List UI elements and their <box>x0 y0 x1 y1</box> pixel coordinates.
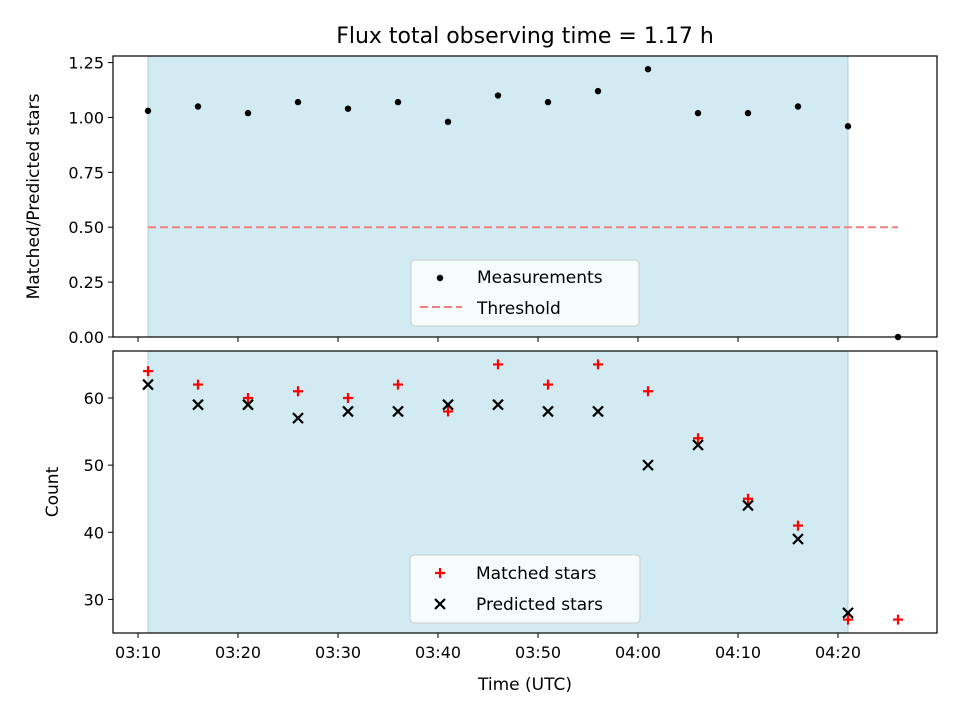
bottom-legend: Matched stars Predicted stars <box>409 554 641 624</box>
measurement-point <box>844 123 852 130</box>
measurement-point <box>394 98 402 106</box>
legend-marker-measurements <box>436 274 444 282</box>
measurement-point <box>744 109 752 117</box>
matched-star-point <box>593 359 603 370</box>
y-tick-label: 0.50 <box>68 218 104 237</box>
top-axes-frame <box>112 55 938 338</box>
y-tick-label: 40 <box>84 523 104 542</box>
legend-label-predicted: Predicted stars <box>476 595 603 615</box>
legend-marker-matched <box>435 568 445 578</box>
x-tick-label: 04:10 <box>715 643 761 662</box>
y-tick-label: 50 <box>84 456 104 475</box>
matched-star-point <box>393 379 403 390</box>
matched-star-point <box>743 493 753 504</box>
x-tick-label: 03:10 <box>115 643 161 662</box>
matched-star-point <box>443 406 453 417</box>
measurement-point <box>644 65 652 73</box>
predicted-star-point <box>392 405 404 418</box>
matched-star-point <box>343 393 353 403</box>
measurement-point <box>444 118 452 126</box>
predicted-star-point <box>242 398 254 411</box>
matched-star-point <box>643 386 653 397</box>
matched-star-point <box>493 359 503 370</box>
legend-label-measurements: Measurements <box>477 268 603 288</box>
x-tick-label: 03:50 <box>515 643 561 662</box>
matched-star-point <box>143 366 153 377</box>
legend-label-matched: Matched stars <box>476 564 596 584</box>
predicted-star-point <box>342 405 354 418</box>
predicted-star-point <box>742 499 754 512</box>
measurement-point <box>694 109 702 117</box>
x-tick-label: 03:40 <box>415 643 461 662</box>
predicted-star-point <box>542 405 554 418</box>
predicted-star-point <box>642 459 654 471</box>
matched-star-point <box>693 433 703 444</box>
measurement-point <box>344 105 352 112</box>
y-tick-label: 1.00 <box>68 108 104 127</box>
y-tick-label: 0.00 <box>68 328 104 347</box>
predicted-star-point <box>592 405 604 418</box>
measurement-point <box>194 103 202 110</box>
matched-star-point <box>193 379 203 390</box>
predicted-star-point <box>142 378 154 391</box>
y-tick-label: 60 <box>84 389 104 408</box>
y-tick-label: 1.25 <box>68 54 104 73</box>
measurement-point <box>244 109 252 117</box>
legend-box <box>410 259 640 327</box>
y-axis-label: Count <box>43 466 63 517</box>
chart-title: Flux total observing time = 1.17 h <box>336 24 714 49</box>
matched-star-point <box>293 386 303 397</box>
predicted-star-point <box>692 439 704 451</box>
matched-star-point <box>893 614 903 625</box>
measurement-point <box>494 92 502 99</box>
legend-label-threshold: Threshold <box>476 299 561 319</box>
x-tick-label: 04:20 <box>815 643 861 662</box>
y-tick-label: 30 <box>84 590 104 609</box>
predicted-star-point <box>292 412 304 424</box>
y-tick-label: 0.25 <box>68 273 104 292</box>
predicted-star-point <box>792 533 804 545</box>
measurement-point <box>594 87 602 95</box>
predicted-star-point <box>842 607 854 619</box>
predicted-star-point <box>442 398 454 411</box>
x-tick-label: 03:30 <box>315 643 361 662</box>
matched-star-point <box>793 520 803 531</box>
y-axis-label: Matched/Predicted stars <box>24 93 44 299</box>
legend-box <box>409 554 641 624</box>
x-tick-label: 03:20 <box>215 643 261 662</box>
predicted-star-point <box>192 398 204 411</box>
predicted-star-point <box>492 398 504 411</box>
top-panel: 0.00 0.25 0.50 0.75 1.00 1.25 Matched/Predicte… <box>24 54 938 347</box>
measurement-point <box>144 107 152 115</box>
x-axis-label: Time (UTC) <box>477 675 572 695</box>
matched-star-point <box>243 393 253 403</box>
matched-star-point <box>543 379 553 390</box>
bottom-panel: 30 40 50 60 03:10 03:20 03:30 03:40 03:50 04:00 04… <box>43 350 938 695</box>
measurement-point <box>544 98 552 106</box>
top-legend: Measurements Threshold <box>410 259 640 327</box>
measurement-point <box>794 103 802 110</box>
x-tick-label: 04:00 <box>615 643 661 662</box>
legend-marker-predicted <box>434 598 446 610</box>
matched-star-point <box>843 614 853 625</box>
y-tick-label: 0.75 <box>68 163 104 182</box>
bottom-axes-frame <box>112 350 938 634</box>
measurement-point <box>294 98 302 106</box>
